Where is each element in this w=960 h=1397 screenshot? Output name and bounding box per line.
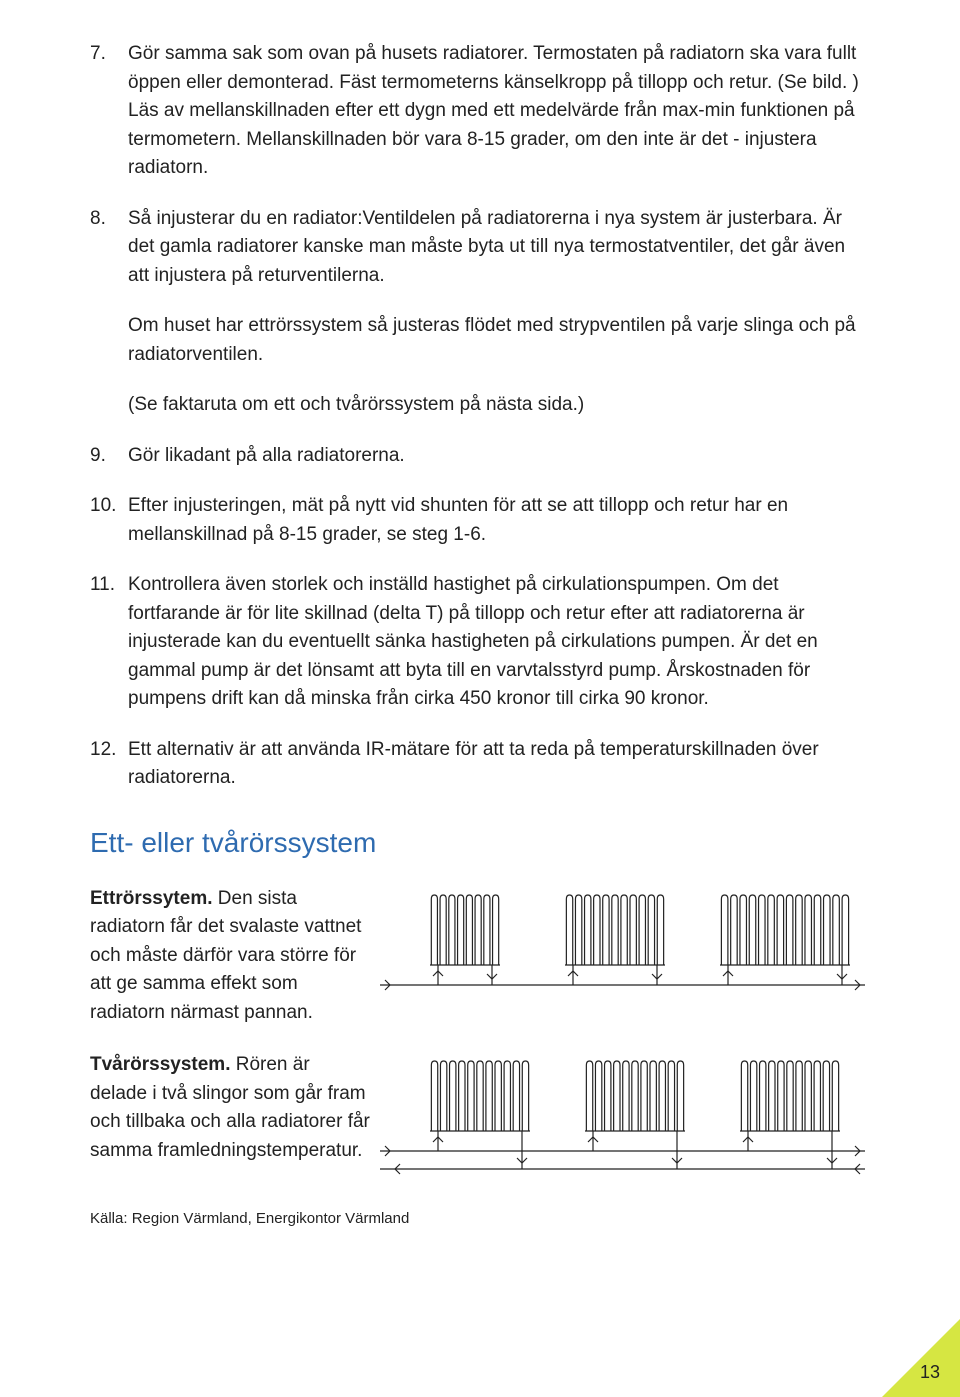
two-pipe-bold: Tvårörssystem. (90, 1054, 230, 1075)
section-heading: Ett- eller tvårörssystem (90, 827, 870, 859)
one-pipe-diagram (370, 885, 870, 1010)
item-text: Ett alternativ är att använda IR-mätare … (128, 736, 870, 793)
source-line: Källa: Region Värmland, Energikontor Vär… (90, 1210, 870, 1227)
item-text: Kontrollera även storlek och inställd ha… (128, 571, 870, 714)
item-number: 7. (90, 40, 128, 183)
item-number: 12. (90, 736, 128, 793)
item-text: Efter injusteringen, mät på nytt vid shu… (128, 492, 870, 549)
item-number: 9. (90, 442, 128, 471)
list-item: 10.Efter injusteringen, mät på nytt vid … (90, 492, 870, 549)
item-paragraph: (Se faktaruta om ett och tvårörssystem p… (128, 391, 870, 420)
instruction-list: 7.Gör samma sak som ovan på husets radia… (90, 40, 870, 793)
item-text: Så injusterar du en radiator:Ventildelen… (128, 205, 870, 420)
item-paragraph: Så injusterar du en radiator:Ventildelen… (128, 205, 870, 291)
list-item: 9.Gör likadant på alla radiatorerna. (90, 442, 870, 471)
corner-triangle (882, 1319, 960, 1397)
item-number: 10. (90, 492, 128, 549)
one-pipe-svg (370, 885, 870, 1005)
one-pipe-row: Ettrörssytem. Den sista radiatorn får de… (90, 885, 870, 1028)
item-number: 11. (90, 571, 128, 714)
item-text: Gör likadant på alla radiatorerna. (128, 442, 870, 471)
one-pipe-text: Ettrörssytem. Den sista radiatorn får de… (90, 885, 370, 1028)
list-item: 11.Kontrollera även storlek och inställd… (90, 571, 870, 714)
one-pipe-bold: Ettrörssytem. (90, 888, 213, 909)
two-pipe-diagram (370, 1051, 870, 1186)
list-item: 12.Ett alternativ är att använda IR-mäta… (90, 736, 870, 793)
list-item: 8.Så injusterar du en radiator:Ventildel… (90, 205, 870, 420)
two-pipe-text: Tvårörssystem. Rören är delade i två sli… (90, 1051, 370, 1165)
item-text: Gör samma sak som ovan på husets radiato… (128, 40, 870, 183)
two-pipe-row: Tvårörssystem. Rören är delade i två sli… (90, 1051, 870, 1186)
item-paragraph: Om huset har ettrörssystem så justeras f… (128, 312, 870, 369)
list-item: 7.Gör samma sak som ovan på husets radia… (90, 40, 870, 183)
page: 7.Gör samma sak som ovan på husets radia… (0, 0, 960, 1397)
page-number: 13 (920, 1362, 940, 1383)
two-pipe-svg (370, 1051, 870, 1181)
item-number: 8. (90, 205, 128, 420)
